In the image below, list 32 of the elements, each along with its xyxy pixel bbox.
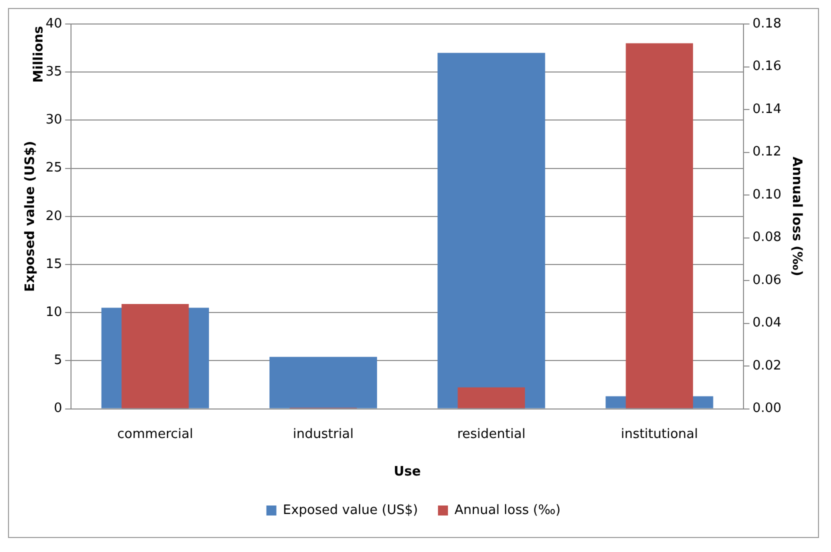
y2-tick-label: 0.10 [752, 187, 782, 202]
y2-axis-title: Annual loss (‰) [788, 156, 804, 276]
y2-tick-label: 0.02 [752, 358, 782, 374]
y2-tick-label: 0.16 [752, 59, 782, 74]
y-tick-label: 25 [46, 160, 62, 176]
y-tick-label: 35 [46, 64, 62, 80]
x-tick-label: residential [457, 426, 526, 442]
y-tick-label: 30 [46, 112, 62, 128]
x-tick-label: institutional [620, 426, 698, 442]
legend-label: Exposed value (US$) [282, 502, 418, 518]
y-tick-label: 40 [46, 16, 62, 32]
x-tick-label: commercial [117, 426, 194, 442]
y2-tick-label: 0.06 [752, 272, 782, 288]
y-tick-label: 20 [46, 208, 62, 224]
y-tick-label: 15 [46, 256, 62, 272]
bar [438, 52, 546, 408]
y2-tick-label: 0.08 [752, 230, 782, 246]
y-tick-label: 0 [54, 401, 62, 416]
y-tick-label: 10 [46, 304, 62, 320]
y2-tick-label: 0.14 [752, 102, 782, 117]
y2-tick-label: 0.18 [752, 16, 782, 32]
x-axis-title: Use [394, 464, 422, 480]
y-axis-title: Exposed value (US$) [23, 140, 38, 292]
y-tick-label: 5 [54, 353, 62, 368]
x-tick-label: industrial [292, 426, 354, 442]
text: Millions [31, 26, 46, 83]
legend-label: Annual loss (‰) [454, 502, 561, 518]
bar [458, 387, 525, 408]
y2-tick-label: 0.12 [752, 144, 782, 160]
y2-tick-label: 0.04 [752, 316, 782, 331]
bar [269, 356, 378, 408]
y2-tick-label: 0.00 [752, 401, 782, 416]
